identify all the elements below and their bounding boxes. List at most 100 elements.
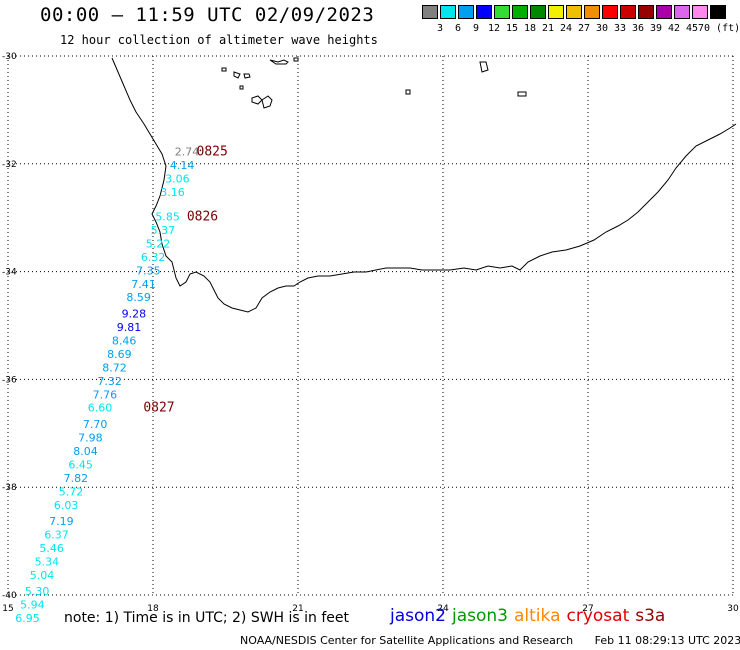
legend-item-jason2: jason2 xyxy=(390,606,446,626)
island-3 xyxy=(243,73,251,79)
footer-credit: NOAA/NESDIS Center for Satellite Applica… xyxy=(240,634,574,647)
satellite-legend: jason2 jason3 altika cryosat s3a xyxy=(390,606,671,626)
colorbar-swatch xyxy=(710,5,726,19)
wave-height-label: 5.04 xyxy=(30,569,55,582)
colorbar-swatch xyxy=(458,5,474,19)
lat-tick-label: -40 xyxy=(2,591,17,601)
wave-height-label: 5.22 xyxy=(146,237,171,250)
colorbar-label: 12 xyxy=(487,23,501,34)
colorbar-label: 36 xyxy=(631,23,645,34)
island-7 xyxy=(269,59,289,65)
colorbar-label: 15 xyxy=(505,23,519,34)
wave-height-label: 6.03 xyxy=(54,499,79,512)
island-11 xyxy=(517,91,527,97)
lat-tick-label: -36 xyxy=(2,375,17,385)
colorbar-label: 3 xyxy=(436,23,444,34)
coastline xyxy=(111,57,737,313)
wave-height-label: 5.30 xyxy=(25,585,49,598)
legend-item-s3a: s3a xyxy=(635,606,666,626)
colorbar-swatch xyxy=(548,5,564,19)
wave-height-label: 7.19 xyxy=(49,515,73,528)
island-10 xyxy=(405,89,411,95)
chart-title: 00:00 – 11:59 UTC 02/09/2023 xyxy=(40,4,375,26)
colorbar-label: 9 xyxy=(472,23,480,34)
colorbar-swatch xyxy=(602,5,618,19)
map-grid xyxy=(7,55,734,596)
wave-height-label: 9.28 xyxy=(122,307,147,320)
colorbar-label: 45 xyxy=(685,23,699,34)
lat-tick-label: -34 xyxy=(2,268,17,278)
lon-tick-label: 30 xyxy=(727,604,739,614)
pass-time-label: 0826 xyxy=(187,209,218,224)
pass-time-label: 0827 xyxy=(143,401,174,416)
wave-height-label: 3.06 xyxy=(165,173,190,186)
island-8 xyxy=(293,57,299,62)
colorbar-swatch xyxy=(692,5,708,19)
wave-height-label: 2.74 xyxy=(175,146,200,159)
chart-subtitle: 12 hour collection of altimeter wave hei… xyxy=(60,33,378,47)
island-9 xyxy=(479,61,489,73)
legend-item-cryosat: cryosat xyxy=(566,606,630,626)
legend-item-jason3: jason3 xyxy=(452,606,508,626)
colorbar-swatch xyxy=(440,5,456,19)
wave-height-label: 8.69 xyxy=(107,348,132,361)
wave-height-label: 7.76 xyxy=(93,388,118,401)
colorbar-label: 21 xyxy=(541,23,555,34)
colorbar-label: 18 xyxy=(523,23,537,34)
wave-height-labels: 2.744.143.063.16 5.855.375.226.327.357.41… xyxy=(15,146,199,625)
colorbar-swatch xyxy=(494,5,510,19)
wave-height-label: 7.35 xyxy=(136,264,161,277)
wave-height-label: 8.59 xyxy=(126,291,150,304)
colorbar-label: 42 xyxy=(667,23,681,34)
colorbar-label: 70 (ft) xyxy=(698,23,740,34)
lon-tick-label: 18 xyxy=(147,604,159,614)
footer-timestamp: Feb 11 08:29:13 UTC 2023 xyxy=(594,634,740,647)
coastline-path xyxy=(111,57,737,313)
wave-height-label: 5.94 xyxy=(20,598,45,611)
island-4 xyxy=(239,85,244,90)
wave-height-label: 6.45 xyxy=(68,458,93,471)
colorbar-swatch xyxy=(674,5,690,19)
colorbar-label: 6 xyxy=(454,23,462,34)
island-1 xyxy=(221,67,227,72)
colorbar-swatch xyxy=(584,5,600,19)
wave-height-label: 8.46 xyxy=(112,334,136,347)
wave-height-label: 7.70 xyxy=(83,418,108,431)
island-5 xyxy=(251,95,263,105)
colorbar-swatch xyxy=(656,5,672,19)
lon-tick-label: 24 xyxy=(437,604,449,614)
colorbar-label: 27 xyxy=(577,23,591,34)
island-2 xyxy=(233,71,241,79)
wave-height-label: 8.72 xyxy=(102,361,127,374)
wave-height-label: 6.37 xyxy=(44,528,69,541)
pass-time-labels: 0825 0826 0827 xyxy=(143,145,227,416)
colorbar-swatch xyxy=(566,5,582,19)
colorbar-label: 30 xyxy=(595,23,609,34)
wave-height-label: 4.14 xyxy=(170,159,195,172)
colorbar-swatch xyxy=(476,5,492,19)
wave-height-label: 5.37 xyxy=(151,224,176,237)
colorbar-label: 33 xyxy=(613,23,627,34)
lat-tick-label: -32 xyxy=(2,160,17,170)
pass-time-label: 0825 xyxy=(197,145,228,160)
lat-tick-label: -38 xyxy=(2,483,17,493)
colorbar-swatch xyxy=(422,5,438,19)
wave-height-label: 8.04 xyxy=(73,445,98,458)
wave-height-label: 9.81 xyxy=(117,321,142,334)
wave-height-label: 7.32 xyxy=(97,375,122,388)
lon-tick-label: 15 xyxy=(2,604,13,614)
lat-tick-label: -30 xyxy=(2,52,17,62)
wave-height-label: 5.72 xyxy=(59,485,84,498)
island-6 xyxy=(261,95,273,109)
colorbar-swatch xyxy=(530,5,546,19)
wave-height-label: 5.46 xyxy=(39,542,64,555)
lon-tick-label: 21 xyxy=(292,604,303,614)
wave-height-label: 7.41 xyxy=(131,278,156,291)
wave-height-label: 6.95 xyxy=(15,612,40,625)
wave-height-label: 6.32 xyxy=(141,251,166,264)
wave-height-label: 6.60 xyxy=(88,402,113,415)
wave-height-label: 7.82 xyxy=(64,472,88,485)
wave-height-label: 5.85 xyxy=(155,210,180,223)
wave-height-label: 5.34 xyxy=(35,555,60,568)
